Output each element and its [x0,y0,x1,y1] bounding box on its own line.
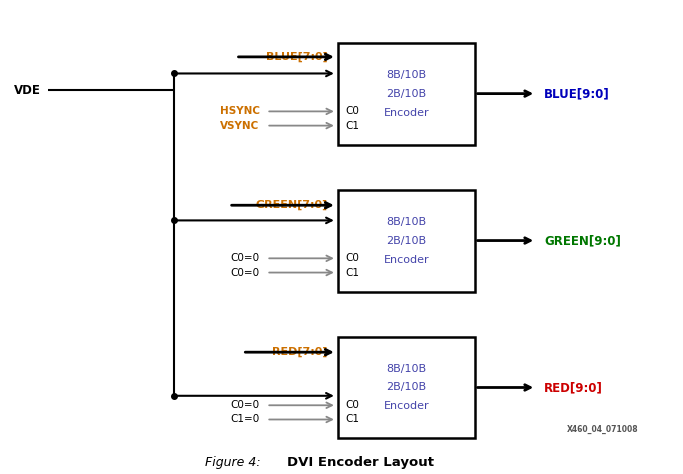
Text: RED[7:0]: RED[7:0] [273,347,328,357]
Text: Encoder: Encoder [384,401,429,411]
Text: 8B/10B: 8B/10B [387,70,426,80]
Text: C0=0: C0=0 [230,253,260,264]
Text: X460_04_071008: X460_04_071008 [567,424,639,434]
Text: GREEN[9:0]: GREEN[9:0] [544,234,622,247]
Text: 2B/10B: 2B/10B [387,89,426,99]
Text: VDE: VDE [14,83,40,97]
Text: GREEN[7:0]: GREEN[7:0] [255,200,328,210]
Text: C0: C0 [345,400,359,410]
Text: BLUE[9:0]: BLUE[9:0] [544,87,610,100]
Text: C1: C1 [345,120,359,131]
Text: Encoder: Encoder [384,108,429,118]
Text: HSYNC: HSYNC [219,106,260,117]
Text: VSYNC: VSYNC [221,120,260,131]
Text: 8B/10B: 8B/10B [387,364,426,374]
Text: 2B/10B: 2B/10B [387,383,426,392]
Text: Figure 4:: Figure 4: [205,456,260,469]
Text: C0=0: C0=0 [230,400,260,410]
Text: 8B/10B: 8B/10B [387,217,426,227]
Text: 2B/10B: 2B/10B [387,236,426,246]
Text: Encoder: Encoder [384,255,429,264]
Text: RED[9:0]: RED[9:0] [544,381,603,394]
Text: C0=0: C0=0 [230,267,260,278]
Text: DVI Encoder Layout: DVI Encoder Layout [287,456,434,469]
Bar [338,337,475,438]
Text: C1: C1 [345,414,359,425]
Text: C1=0: C1=0 [230,414,260,425]
Bar [338,190,475,292]
Text: C0: C0 [345,253,359,264]
Bar [338,43,475,145]
Text: C0: C0 [345,106,359,117]
Text: BLUE[7:0]: BLUE[7:0] [266,52,328,62]
Text: C1: C1 [345,267,359,278]
